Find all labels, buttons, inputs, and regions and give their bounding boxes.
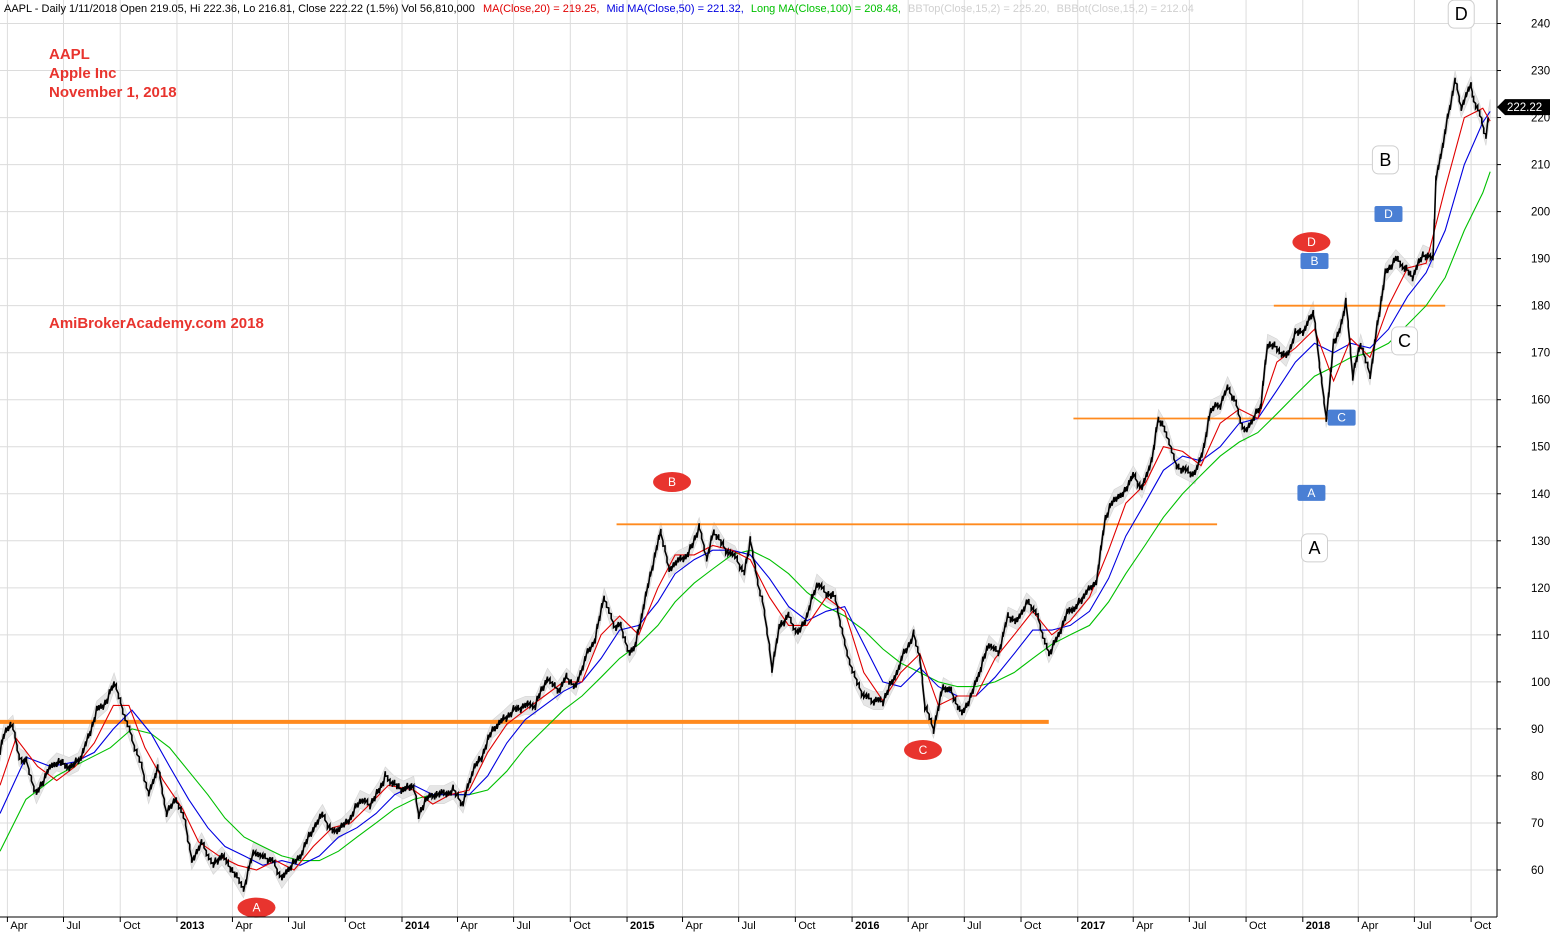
x-axis-ticks: Apr Jul Oct 2013 Apr Jul Oct 2014 Apr Jul Oct 2015 A… [6,917,1491,932]
y-tick-label: 160 [1531,395,1550,407]
y-tick-label: 230 [1531,66,1550,78]
label-blue-marker [1327,409,1356,426]
x-tick-label: 2015 [630,920,654,932]
x-tick-label: 2017 [1081,920,1105,932]
x-tick-label: Jul [1192,920,1206,932]
note-company: Apple Inc [49,65,117,82]
x-tick-label: Oct [123,920,140,932]
y-tick-label: 200 [1531,207,1550,219]
label-red-marker [903,740,942,761]
last-price-box [1497,99,1550,116]
header-main: AAPL - Daily 1/11/2018 Open 219.05, Hi 2… [4,3,475,15]
header-ma50: Mid MA(Close,50) = 221.32, [607,3,744,15]
y-tick-label: 170 [1531,348,1550,360]
x-tick-label: Oct [1024,920,1041,932]
y-tick-label: 70 [1531,818,1544,830]
price-series [0,77,1491,892]
y-tick-label: 60 [1531,865,1544,877]
label-blue-marker [1297,484,1326,501]
axes [0,0,1498,918]
x-tick-label: Jul [1417,920,1431,932]
label-box-marker [1371,145,1399,175]
label-box-marker [1300,533,1328,563]
y-tick-label: 130 [1531,536,1550,548]
label-box-marker [1447,0,1475,29]
x-tick-label: Oct [1249,920,1266,932]
y-tick-label: 210 [1531,160,1550,172]
label-red-marker [653,472,692,493]
x-tick-label: Oct [348,920,365,932]
y-tick-label: 120 [1531,583,1550,595]
label-box-marker [1391,326,1419,356]
note-ticker: AAPL [49,46,90,63]
label-red-text: C [919,743,928,757]
x-tick-label: Jul [67,920,81,932]
price-line [0,77,1489,892]
y-tick-label: 100 [1531,677,1550,689]
x-tick-label: Apr [686,920,703,932]
label-blue-text: C [1337,411,1346,425]
label-box-text: B [1379,150,1391,170]
label-red-text: D [1307,235,1316,249]
header-ma100: Long MA(Close,100) = 208.48, [751,3,901,15]
ma-line [0,171,1491,862]
x-tick-label: Apr [1361,920,1378,932]
x-tick-label: 2014 [405,920,430,932]
label-box-text: A [1308,538,1320,558]
y-tick-label: 90 [1531,724,1544,736]
label-blue-text: D [1384,207,1393,221]
x-tick-label: 2013 [180,920,204,932]
y-tick-label: 190 [1531,254,1550,266]
y-tick-label: 150 [1531,442,1550,454]
bollinger-band [0,70,1491,899]
x-tick-label: 2018 [1306,920,1330,932]
label-red-text: A [252,901,260,915]
last-price-label: 222.22 [1507,102,1542,114]
label-blue-marker [1300,252,1329,269]
header-ma20: MA(Close,20) = 219.25, [483,3,599,15]
y-tick-label: 140 [1531,489,1550,501]
x-tick-label: Jul [967,920,981,932]
last-price-marker: 222.22 [1497,99,1550,116]
ma-line [0,107,1491,871]
x-tick-label: Jul [517,920,531,932]
chart-header: AAPL - Daily 1/11/2018 Open 219.05, Hi 2… [4,3,1194,15]
note-date: November 1, 2018 [49,84,177,101]
y-tick-label: 220 [1531,113,1550,125]
label-red-marker [1292,232,1331,253]
y-tick-label: 240 [1531,19,1550,31]
wave-labels: A B C D A B C D A B C D [237,0,1475,918]
label-red-marker [237,897,276,918]
x-tick-label: Apr [1136,920,1153,932]
label-blue-text: B [1310,254,1318,268]
support-resistance-lines [0,304,1446,724]
note-watermark: AmiBrokerAcademy.com 2018 [49,315,264,332]
grid [0,0,1497,917]
x-tick-label: Apr [911,920,928,932]
label-box-text: C [1398,331,1411,351]
x-tick-label: Apr [235,920,252,932]
x-tick-label: Apr [460,920,477,932]
label-red-text: B [668,475,676,489]
x-tick-label: Jul [292,920,306,932]
x-tick-label: Oct [798,920,815,932]
x-tick-label: Oct [1474,920,1491,932]
y-tick-label: 80 [1531,771,1544,783]
x-tick-label: 2016 [855,920,879,932]
y-axis-ticks: 60 70 80 90 100 110 120 130 140 150 160 170 180 190 20… [1497,19,1550,877]
x-tick-label: Jul [742,920,756,932]
label-blue-marker [1374,205,1403,222]
x-tick-label: Oct [573,920,590,932]
y-tick-label: 180 [1531,301,1550,313]
y-tick-label: 110 [1531,630,1549,642]
label-blue-text: A [1307,486,1315,500]
bollinger-band-area [0,70,1491,899]
x-tick-label: Apr [10,920,27,932]
header-bbtop: BBTop(Close,15,2) = 225.20, [908,3,1050,15]
label-box-text: D [1455,4,1468,24]
header-bbbot: BBBot(Close,15,2) = 212.04 [1057,3,1194,15]
